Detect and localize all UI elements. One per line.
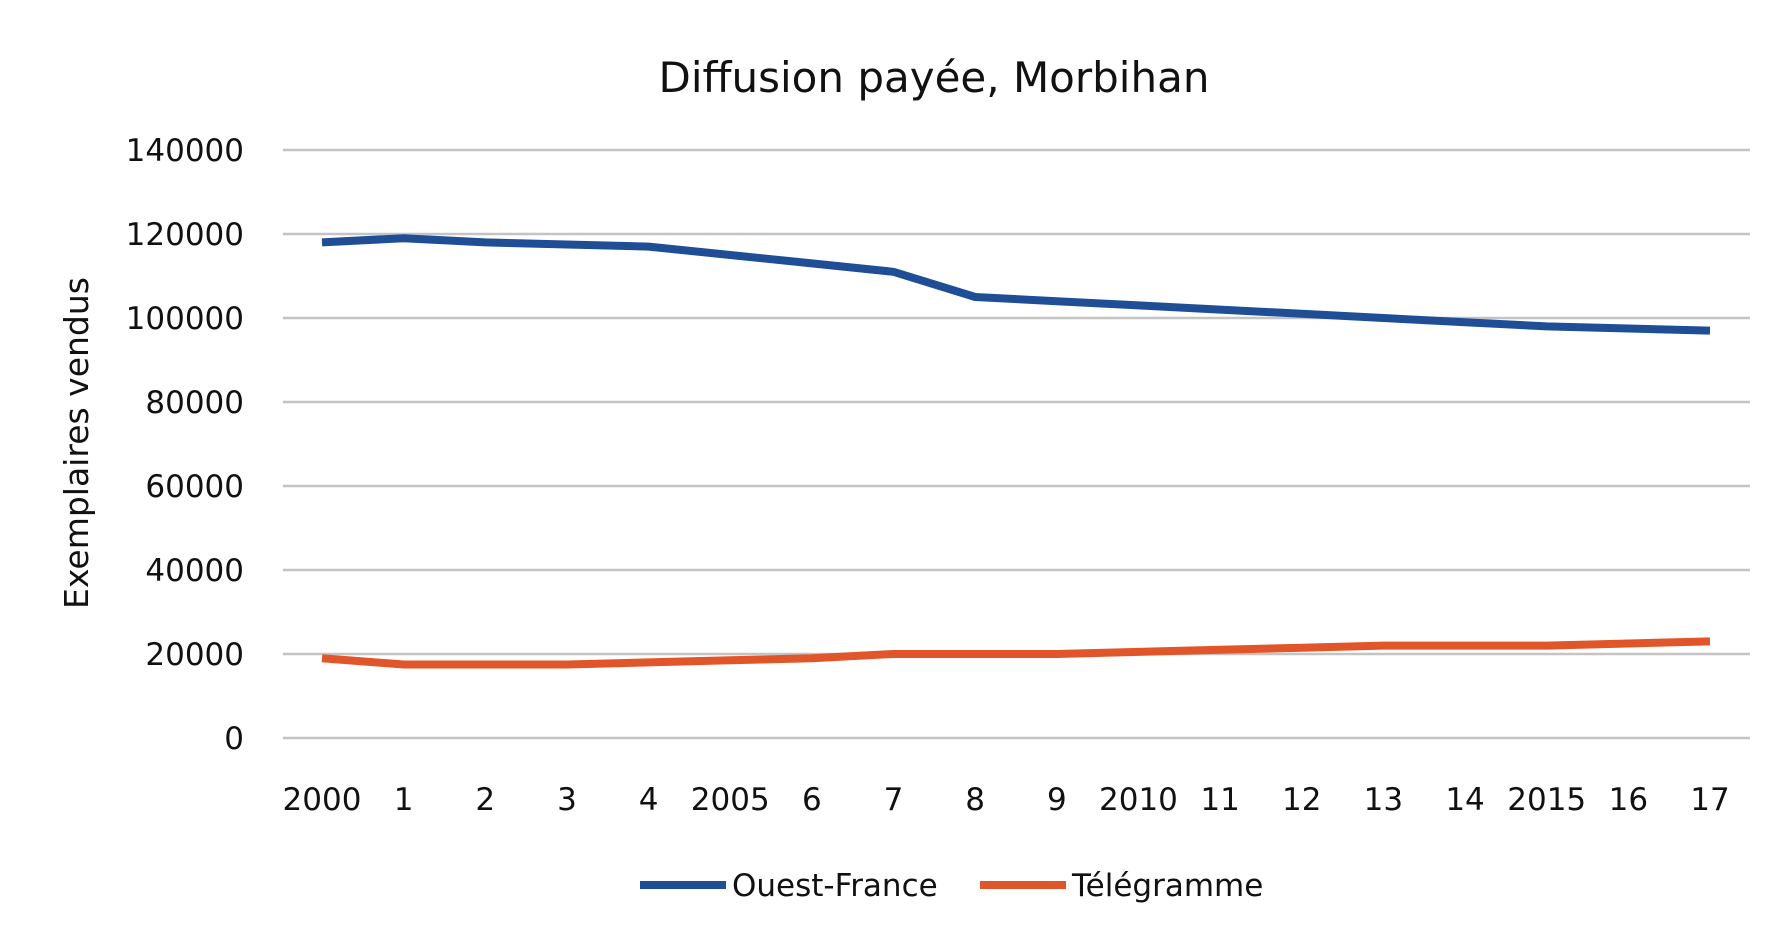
legend-label: Télégramme <box>1071 868 1263 904</box>
gridlines <box>283 148 1750 740</box>
x-tick-label: 1 <box>394 782 414 818</box>
legend-label: Ouest-France <box>732 868 938 904</box>
x-tick-label: 2010 <box>1099 782 1178 818</box>
x-tick-label: 2005 <box>691 782 770 818</box>
y-axis-label: Exemplaires vendus <box>57 277 96 609</box>
x-tick-label: 2015 <box>1507 782 1586 818</box>
y-tick-label: 40000 <box>145 553 244 589</box>
x-tick-label: 4 <box>639 782 659 818</box>
legend: Ouest-France Télégramme <box>640 868 1263 904</box>
x-tick-label: 17 <box>1690 782 1729 818</box>
y-tick-label: 100000 <box>126 301 244 337</box>
x-tick-label: 2000 <box>283 782 362 818</box>
x-tick-label: 13 <box>1364 782 1403 818</box>
y-axis-ticks: 0 20000 40000 60000 80000 100000 120000 140000 <box>126 133 244 757</box>
y-tick-label: 140000 <box>126 133 244 169</box>
x-tick-label: 8 <box>965 782 985 818</box>
x-tick-label: 11 <box>1200 782 1239 818</box>
y-tick-label: 0 <box>224 721 244 757</box>
x-tick-label: 16 <box>1609 782 1648 818</box>
x-tick-label: 7 <box>884 782 904 818</box>
x-axis-ticks: 2000 1 2 3 4 2005 6 7 8 9 2010 11 12 13 14 2015 16 17 <box>283 782 1730 818</box>
series-line-ouest-france <box>321 234 1711 335</box>
x-tick-label: 14 <box>1445 782 1484 818</box>
chart-title: Diffusion payée, Morbihan <box>659 53 1210 102</box>
y-tick-label: 80000 <box>145 385 244 421</box>
x-tick-label: 9 <box>1047 782 1067 818</box>
y-tick-label: 20000 <box>145 637 244 673</box>
x-tick-label: 2 <box>475 782 495 818</box>
x-tick-label: 12 <box>1282 782 1321 818</box>
series-lines <box>321 234 1711 669</box>
y-tick-label: 120000 <box>126 217 244 253</box>
x-tick-label: 6 <box>802 782 822 818</box>
x-tick-label: 3 <box>557 782 577 818</box>
y-tick-label: 60000 <box>145 469 244 505</box>
series-line-t-l-gramme <box>321 637 1711 669</box>
